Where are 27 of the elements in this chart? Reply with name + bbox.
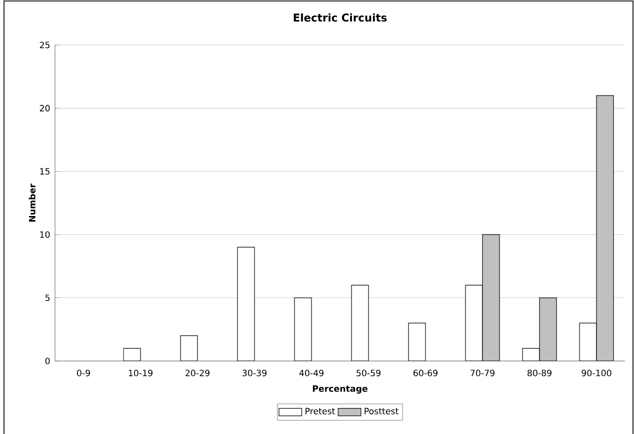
y-axis-title: Number: [28, 184, 36, 222]
chart-title: Electric Circuits: [294, 13, 387, 22]
x-tick-label: 30-39: [242, 370, 266, 376]
bar: [408, 322, 426, 361]
y-tick-label: 25: [40, 42, 50, 48]
x-tick-label: 50-59: [356, 370, 380, 376]
x-tick-label: 90-100: [582, 370, 612, 376]
y-tick-label: 0: [45, 358, 50, 364]
x-tick-label: 0-9: [76, 370, 90, 376]
y-tick-label: 15: [40, 168, 50, 175]
bar: [351, 284, 369, 361]
y-tick-label: 10: [40, 231, 50, 238]
bar: [180, 335, 198, 361]
legend-label: Pretest: [306, 408, 335, 414]
x-tick-label: 10-19: [128, 370, 152, 376]
bar: [237, 246, 255, 361]
legend-label: Posttest: [364, 408, 398, 414]
x-tick-label: 80-89: [528, 370, 552, 376]
x-tick-label: 70-79: [470, 370, 494, 376]
x-axis-title: Percentage: [312, 385, 368, 394]
y-tick-label: 5: [45, 294, 50, 302]
y-tick-label: 20: [40, 104, 50, 112]
x-tick-label: 40-49: [299, 370, 324, 376]
x-tick-label: 20-29: [186, 370, 210, 376]
bar: [123, 348, 141, 361]
x-tick-label: 60-69: [414, 370, 438, 376]
bar: [294, 297, 312, 361]
